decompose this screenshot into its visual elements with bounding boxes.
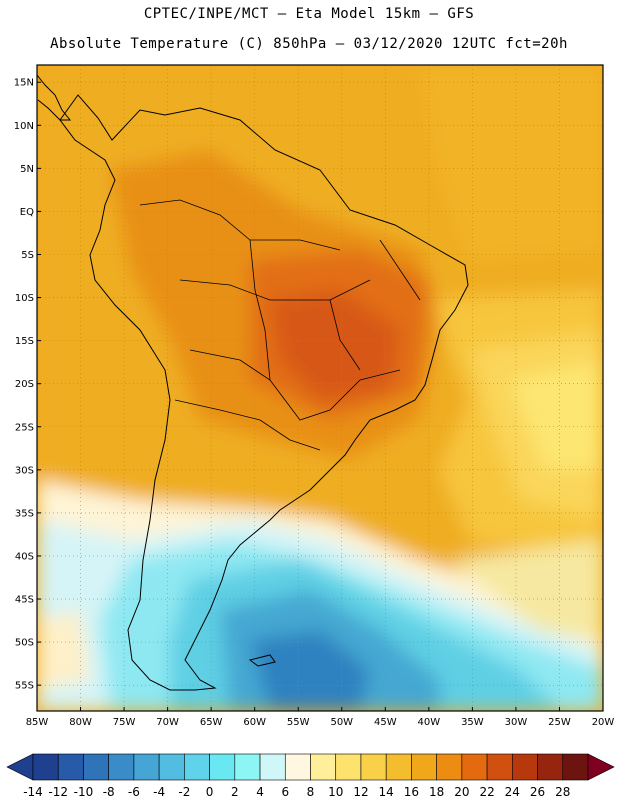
colorbar-label: -8	[103, 785, 115, 799]
lon-label: 80W	[69, 717, 92, 728]
latitude-labels: 15N 10N 5N EQ 5S 10S 15S 20S 25S 30S 35S 40S 45S 50S 5…	[14, 78, 41, 692]
lat-label: 5S	[21, 250, 34, 261]
colorbar-label: 12	[353, 785, 368, 799]
lon-label: 55W	[287, 717, 310, 728]
longitude-labels: 85W 80W 75W 70W 65W 60W 55W 50W 45W 40W 35W 30W 25W 2…	[26, 707, 615, 728]
colorbar-label: -2	[178, 785, 190, 799]
colorbar-label: -14	[23, 785, 43, 799]
lon-label: 50W	[330, 717, 353, 728]
temperature-field	[37, 65, 603, 711]
lat-label: 55S	[15, 681, 34, 692]
lat-label: 35S	[15, 508, 34, 519]
colorbar-label: -10	[74, 785, 94, 799]
lon-label: 70W	[156, 717, 179, 728]
colorbar-swatch	[284, 753, 311, 781]
lat-label: EQ	[20, 207, 34, 218]
colorbar-label: 0	[206, 785, 214, 799]
colorbar-label: 2	[231, 785, 239, 799]
colorbar-swatch	[184, 753, 210, 781]
lon-label: 30W	[505, 717, 528, 728]
colorbar-swatch	[209, 753, 236, 781]
title-line-1: CPTEC/INPE/MCT — Eta Model 15km — GFS	[143, 6, 475, 22]
colorbar-swatch	[411, 753, 437, 781]
colorbar-label: 28	[555, 785, 570, 799]
colorbar-swatch	[83, 753, 109, 781]
colorbar-swatch	[461, 753, 488, 781]
colorbar-label: 18	[429, 785, 444, 799]
colorbar-label: 8	[307, 785, 315, 799]
colorbar-label: 26	[530, 785, 545, 799]
lon-label: 40W	[418, 717, 441, 728]
colorbar-label: 16	[404, 785, 419, 799]
colorbar-label: 6	[281, 785, 289, 799]
colorbar-swatch	[234, 753, 261, 781]
lat-label: 20S	[15, 379, 34, 390]
colorbar-swatch	[537, 753, 564, 781]
colorbar-swatch	[562, 753, 589, 781]
colorbar-label: 4	[256, 785, 264, 799]
title-line-2: Absolute Temperature (C) 850hPa — 03/12/…	[50, 36, 568, 52]
colorbar-swatch	[108, 753, 135, 781]
lon-label: 75W	[113, 717, 136, 728]
lat-label: 15S	[15, 336, 34, 347]
colorbar-label: 14	[379, 785, 394, 799]
colorbar-swatch	[158, 753, 185, 781]
lon-label: 35W	[461, 717, 484, 728]
lon-label: 60W	[243, 717, 266, 728]
lat-label: 5N	[20, 164, 34, 175]
lon-label: 45W	[374, 717, 397, 728]
colorbar-swatch	[385, 753, 412, 781]
colorbar-arrow-right	[587, 753, 615, 781]
colorbar-label: 24	[505, 785, 520, 799]
lat-label: 40S	[15, 551, 34, 562]
lat-label: 10S	[15, 293, 34, 304]
colorbar-swatch	[512, 753, 538, 781]
colorbar-swatch	[486, 753, 513, 781]
colorbar-label: -12	[48, 785, 68, 799]
lon-label: 65W	[200, 717, 223, 728]
colorbar-swatch	[133, 753, 160, 781]
colorbar-swatch	[32, 753, 59, 781]
map-border	[36, 64, 604, 712]
colorbar-label: 20	[454, 785, 469, 799]
colorbar	[6, 753, 615, 781]
colorbar-arrow-left	[6, 753, 34, 781]
coastlines	[37, 74, 469, 691]
lat-label: 15N	[14, 78, 34, 89]
lat-label: 10N	[14, 121, 34, 132]
lon-label: 25W	[548, 717, 571, 728]
lat-label: 25S	[15, 422, 34, 433]
lon-label: 20W	[592, 717, 615, 728]
colorbar-swatch	[259, 753, 286, 781]
lat-label: 30S	[15, 465, 34, 476]
colorbar-label: 22	[479, 785, 494, 799]
lat-label: 45S	[15, 595, 34, 606]
colorbar-label: -4	[153, 785, 165, 799]
colorbar-labels: -14 -12 -10 -8 -6 -4 -2 0 2 4 6 8 10 12 14 16 18 20 22 24 26…	[23, 785, 570, 799]
lon-label: 85W	[26, 717, 49, 728]
colorbar-swatch	[436, 753, 463, 781]
colorbar-swatch	[360, 753, 387, 781]
lat-label: 50S	[15, 638, 34, 649]
colorbar-swatch	[310, 753, 337, 781]
colorbar-swatch	[57, 753, 84, 781]
colorbar-label: 10	[328, 785, 343, 799]
colorbar-swatch	[335, 753, 362, 781]
colorbar-label: -6	[128, 785, 140, 799]
